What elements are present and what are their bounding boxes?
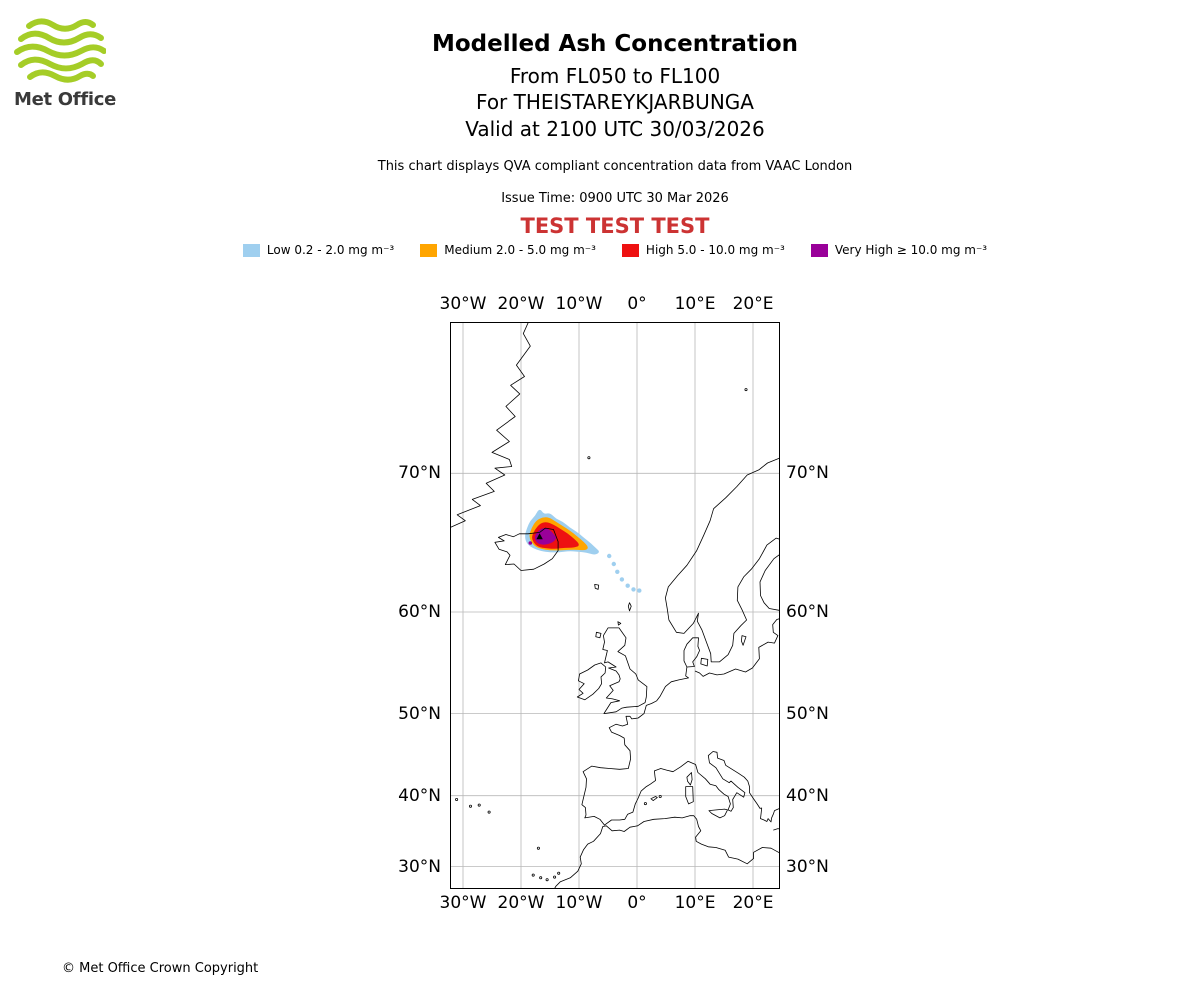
coastline <box>686 772 693 786</box>
legend-label-medium: Medium 2.0 - 5.0 mg m⁻³ <box>444 243 596 257</box>
island <box>545 878 549 882</box>
legend-label-low: Low 0.2 - 2.0 mg m⁻³ <box>266 243 395 257</box>
coastline <box>700 657 709 667</box>
lon-tick-label-bottom: 10°E <box>674 893 716 913</box>
map-frame <box>450 322 780 889</box>
island <box>468 804 472 808</box>
lat-tick-label-left: 70°N <box>398 463 441 484</box>
lat-tick-label-right: 50°N <box>786 703 829 724</box>
legend-item-very-high: Very High ≥ 10.0 mg m⁻³ <box>810 243 988 257</box>
lon-tick-label-top: 10°W <box>555 294 603 314</box>
lat-tick-label-right: 70°N <box>786 463 829 484</box>
coastline <box>650 796 658 801</box>
coastline <box>685 786 694 805</box>
ash-plume-low-patch <box>631 587 636 592</box>
met-office-waves-icon <box>14 18 106 83</box>
valid-time-subtitle: Valid at 2100 UTC 30/03/2026 <box>465 117 765 141</box>
lon-tick-label-top: 0° <box>627 294 647 314</box>
lon-tick-label-bottom: 30°W <box>439 893 487 913</box>
ash-plume-low-patch <box>625 583 630 588</box>
legend-swatch-very-high <box>810 243 828 257</box>
lon-tick-label-bottom: 20°W <box>497 893 545 913</box>
lat-tick-label-right: 40°N <box>786 785 829 806</box>
coastline <box>450 322 531 528</box>
island <box>487 810 491 814</box>
ash-plume-low-patch <box>637 588 642 593</box>
coastline <box>773 828 780 831</box>
flight-levels-subtitle: From FL050 to FL100 <box>509 64 721 88</box>
copyright-text: © Met Office Crown Copyright <box>62 961 259 976</box>
coastline <box>665 457 780 663</box>
volcano-marker <box>536 533 543 540</box>
legend-item-medium: Medium 2.0 - 5.0 mg m⁻³ <box>420 243 596 257</box>
island <box>531 873 535 877</box>
island <box>536 846 540 850</box>
page-title: Modelled Ash Concentration <box>431 31 799 57</box>
coastline <box>553 815 780 889</box>
island <box>643 802 647 806</box>
coastline <box>759 553 780 611</box>
island <box>455 797 459 801</box>
met-office-logo: Met Office <box>14 18 134 110</box>
island <box>658 794 662 798</box>
lon-tick-label-top: 20°W <box>497 294 545 314</box>
ash-plume-low-patch <box>611 561 616 567</box>
lat-tick-label-right: 60°N <box>786 602 829 623</box>
lon-tick-label-bottom: 10°W <box>555 893 603 913</box>
map-grid <box>450 322 780 889</box>
lat-tick-label-left: 50°N <box>398 703 441 724</box>
lat-tick-label-left: 40°N <box>398 785 441 806</box>
coastline <box>602 627 648 714</box>
lon-tick-label-bottom: 20°E <box>732 893 774 913</box>
legend-label-very-high: Very High ≥ 10.0 mg m⁻³ <box>834 243 988 257</box>
ash-plume-very_high <box>534 528 556 545</box>
coastline <box>595 631 602 639</box>
coastline <box>617 621 622 626</box>
ash-plume-low-patch <box>615 569 620 574</box>
legend-swatch-low <box>242 243 260 257</box>
coastline <box>494 527 559 571</box>
island <box>744 388 748 392</box>
coastline <box>581 666 780 826</box>
coastline <box>594 584 600 590</box>
lat-tick-label-right: 30°N <box>786 856 829 877</box>
legend-swatch-medium <box>420 243 438 257</box>
island <box>539 876 543 880</box>
island <box>553 875 557 879</box>
volcano-subtitle: For THEISTAREYKJARBUNGA <box>476 90 754 114</box>
lat-tick-label-left: 30°N <box>398 856 441 877</box>
legend-swatch-high <box>621 243 639 257</box>
legend-item-low: Low 0.2 - 2.0 mg m⁻³ <box>242 243 395 257</box>
ash-plume-low-patch <box>619 577 625 582</box>
lon-tick-label-bottom: 0° <box>627 893 647 913</box>
island <box>557 871 561 875</box>
ash-plume-low-patch <box>607 553 612 559</box>
lat-tick-label-left: 60°N <box>398 602 441 623</box>
lon-tick-label-top: 10°E <box>674 294 716 314</box>
test-banner: TEST TEST TEST <box>520 214 710 238</box>
coastline <box>627 602 632 612</box>
legend: Low 0.2 - 2.0 mg m⁻³ Medium 2.0 - 5.0 mg… <box>15 243 1200 257</box>
met-office-logo-text: Met Office <box>14 89 117 110</box>
coastline <box>741 635 747 646</box>
qva-note: This chart displays QVA compliant concen… <box>377 159 853 174</box>
ash-plume <box>525 509 642 593</box>
ash-concentration-map <box>450 322 780 889</box>
coastline <box>694 618 780 677</box>
map-coastlines <box>450 322 780 889</box>
lon-tick-label-top: 20°E <box>732 294 774 314</box>
issue-time: Issue Time: 0900 UTC 30 Mar 2026 <box>501 191 729 206</box>
legend-item-high: High 5.0 - 10.0 mg m⁻³ <box>621 243 785 257</box>
coastline <box>683 637 700 668</box>
lon-tick-label-top: 30°W <box>439 294 487 314</box>
island <box>587 456 591 460</box>
ash-plume-very-high-patch <box>528 541 533 545</box>
coastline <box>708 808 728 819</box>
island <box>477 803 481 807</box>
legend-label-high: High 5.0 - 10.0 mg m⁻³ <box>645 243 785 257</box>
coastline <box>576 662 607 701</box>
